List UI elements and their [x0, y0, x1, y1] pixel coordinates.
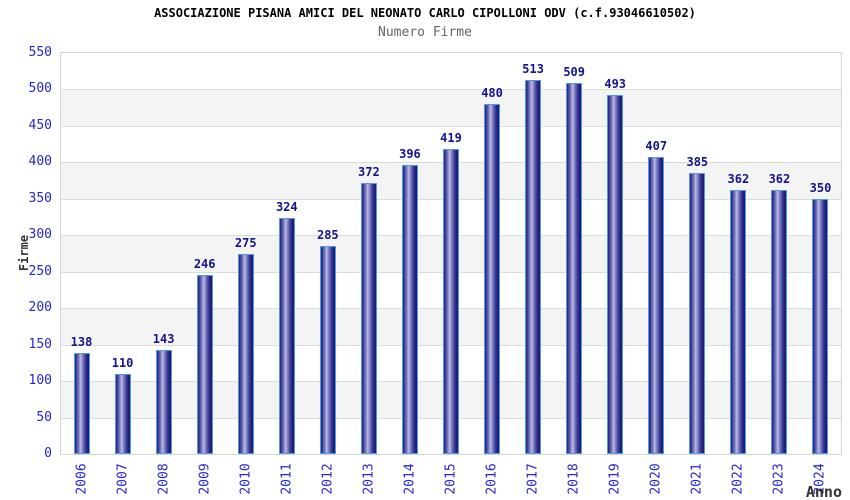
bar: [812, 198, 829, 454]
bar: [73, 353, 90, 454]
bar-value-label: 493: [604, 76, 627, 91]
bar: [360, 182, 377, 454]
y-tick-label: 250: [28, 263, 52, 279]
bar: [401, 165, 418, 454]
y-tick-label: 350: [28, 190, 52, 206]
bar: [443, 148, 459, 454]
bar-value-label: 110: [111, 355, 134, 370]
bar-value-label: 285: [316, 228, 339, 243]
x-tick-label: 2012: [320, 463, 336, 495]
bar: [525, 79, 542, 454]
y-tick-label: 550: [28, 45, 52, 60]
x-tick-label: 2019: [607, 463, 623, 495]
bar: [689, 173, 706, 454]
bar-value-label: 362: [768, 172, 791, 187]
bar: [278, 217, 295, 454]
plot-band: [61, 89, 841, 126]
bar-value-label: 138: [70, 335, 93, 350]
bar-value-label: 362: [727, 172, 750, 187]
bar: [319, 246, 336, 454]
bar-value-label: 396: [399, 147, 421, 162]
bar-value-label: 275: [234, 235, 257, 250]
x-tick-label: 2022: [730, 463, 746, 495]
y-tick-label: 150: [28, 336, 52, 352]
gridline: [61, 89, 841, 91]
gridline: [61, 125, 841, 127]
bar: [566, 82, 583, 454]
x-tick-label: 2013: [361, 463, 377, 495]
bar: [730, 190, 747, 454]
bar: [155, 349, 172, 454]
bar-value-label: 246: [193, 256, 216, 271]
bar-value-label: 385: [686, 155, 709, 170]
x-tick-label: 2014: [402, 463, 418, 495]
bar-value-label: 350: [809, 180, 832, 195]
x-tick-label: 2009: [197, 463, 213, 495]
bar-value-label: 407: [645, 139, 668, 154]
bar-value-label: 513: [522, 61, 544, 76]
y-tick-label: 50: [36, 409, 52, 425]
y-tick-label: 300: [28, 227, 52, 243]
bar-value-label: 372: [358, 164, 380, 179]
bar-value-label: 419: [440, 130, 462, 145]
chart-subtitle: Numero Firme: [378, 25, 472, 40]
bar-value-label: 480: [481, 86, 503, 101]
x-tick-label: 2007: [115, 463, 131, 495]
bar: [196, 274, 213, 454]
x-tick-label: 2016: [484, 463, 500, 495]
x-tick-label: 2020: [648, 463, 664, 495]
bar: [648, 157, 665, 454]
x-tick-label: 2018: [566, 463, 582, 495]
bar: [771, 190, 788, 454]
plot-area: [60, 52, 842, 455]
bar: [484, 104, 501, 454]
bar: [607, 94, 624, 454]
x-tick-label: 2015: [443, 463, 459, 495]
x-tick-label: 2017: [525, 463, 541, 495]
bar-value-label: 324: [275, 199, 298, 214]
chart-title: ASSOCIAZIONE PISANA AMICI DEL NEONATO CA…: [154, 6, 696, 20]
y-tick-label: 200: [28, 300, 52, 316]
y-tick-label: 450: [28, 117, 52, 133]
y-tick-label: 100: [28, 373, 52, 389]
x-axis-title: Anno: [805, 483, 842, 500]
x-tick-label: 2008: [156, 463, 172, 495]
x-tick-label: 2023: [771, 463, 787, 495]
y-tick-label: 0: [44, 446, 52, 461]
plot-band: [61, 53, 841, 90]
y-tick-label: 400: [28, 154, 52, 170]
y-tick-label: 500: [28, 81, 52, 97]
x-tick-label: 2010: [238, 463, 254, 495]
bar: [237, 253, 254, 454]
x-tick-label: 2011: [279, 463, 295, 495]
bar: [114, 373, 131, 454]
bar-value-label: 509: [563, 64, 585, 79]
x-tick-label: 2006: [74, 463, 90, 495]
bar-value-label: 143: [152, 331, 175, 346]
x-tick-label: 2021: [689, 463, 705, 495]
